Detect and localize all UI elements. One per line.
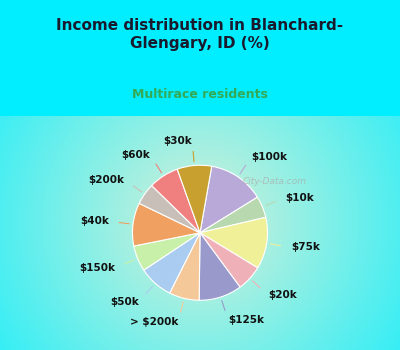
Text: $60k: $60k <box>122 150 150 160</box>
Text: $100k: $100k <box>252 152 288 162</box>
Text: Multirace residents: Multirace residents <box>132 88 268 101</box>
Wedge shape <box>199 233 240 300</box>
Wedge shape <box>132 203 200 246</box>
Wedge shape <box>170 233 200 300</box>
Wedge shape <box>144 233 200 293</box>
Text: $50k: $50k <box>110 296 139 307</box>
Text: Income distribution in Blanchard-
Glengary, ID (%): Income distribution in Blanchard- Glenga… <box>56 18 344 51</box>
Text: $150k: $150k <box>79 263 115 273</box>
Text: $200k: $200k <box>89 175 125 185</box>
Text: $125k: $125k <box>228 315 264 325</box>
Text: $30k: $30k <box>164 136 192 146</box>
Text: $40k: $40k <box>80 216 109 226</box>
Wedge shape <box>134 233 200 270</box>
Wedge shape <box>200 217 268 268</box>
Wedge shape <box>177 165 212 233</box>
Text: $20k: $20k <box>268 290 296 300</box>
Text: $75k: $75k <box>291 242 320 252</box>
Text: City-Data.com: City-Data.com <box>243 177 307 186</box>
Wedge shape <box>152 169 200 233</box>
Wedge shape <box>200 166 258 233</box>
Wedge shape <box>200 197 266 233</box>
Wedge shape <box>200 233 258 287</box>
Wedge shape <box>139 186 200 233</box>
Text: > $200k: > $200k <box>130 317 178 327</box>
Text: $10k: $10k <box>285 193 314 203</box>
